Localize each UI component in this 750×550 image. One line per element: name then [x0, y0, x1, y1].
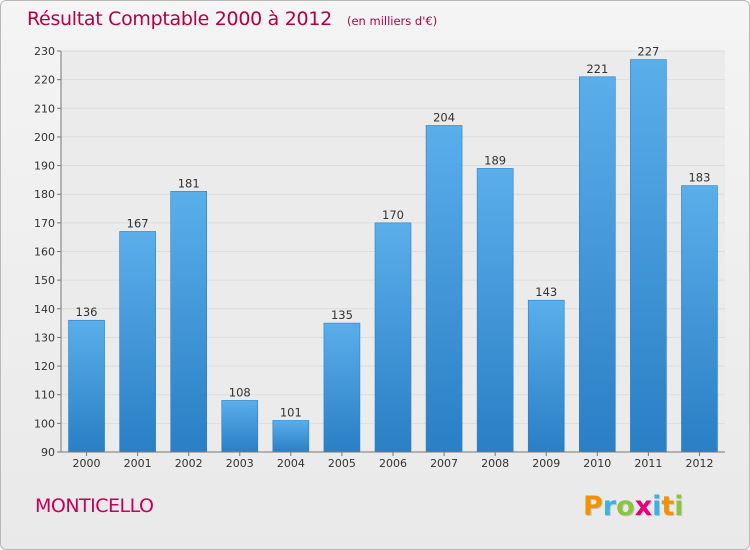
y-tick-label: 100 — [34, 417, 55, 430]
y-tick-label: 160 — [34, 246, 55, 259]
bar-value-label: 167 — [127, 216, 149, 230]
bar-value-label: 181 — [178, 176, 200, 190]
bar — [630, 59, 667, 453]
y-tick-label: 170 — [34, 217, 55, 230]
logo-letter: t — [661, 491, 675, 522]
label-layer: 136 167 181 108 101 135 170 204 189 143 221 227 183 — [76, 45, 711, 420]
y-tick-label: 230 — [34, 45, 55, 58]
bar-value-label: 136 — [76, 305, 98, 319]
bar — [323, 322, 361, 453]
bar — [221, 400, 259, 453]
bar-value-label: 135 — [331, 308, 353, 322]
place-name: MONTICELLO — [35, 495, 154, 517]
x-tick-label: 2001 — [124, 457, 152, 470]
bar — [119, 231, 156, 453]
y-tick-label: 190 — [34, 160, 55, 173]
bar-value-label: 143 — [535, 285, 557, 299]
x-tick-label: 2002 — [175, 457, 203, 470]
x-tick-label: 2009 — [532, 457, 560, 470]
x-tick-label: 2012 — [685, 457, 713, 470]
bar — [68, 319, 105, 453]
bar-value-label: 170 — [382, 208, 404, 222]
bar — [272, 420, 310, 453]
y-tick-label: 200 — [34, 131, 55, 144]
y-tick-label: 210 — [34, 102, 55, 115]
bar — [170, 191, 207, 453]
logo-letter: i — [652, 491, 662, 522]
x-tick-label: 2010 — [583, 457, 611, 470]
bar-value-label: 101 — [280, 405, 302, 419]
bar — [425, 125, 463, 453]
y-tick-label: 140 — [34, 303, 55, 316]
x-tick-label: 2003 — [226, 457, 254, 470]
bar — [579, 76, 616, 453]
y-tick-label: 110 — [34, 389, 55, 402]
x-tick-label: 2005 — [328, 457, 356, 470]
chart-unit: (en milliers d'€) — [346, 14, 438, 28]
logo-letter: P — [583, 491, 603, 522]
bar-value-label: 189 — [484, 153, 506, 167]
y-tick-label: 220 — [34, 74, 55, 87]
bar — [681, 185, 718, 453]
bar — [476, 168, 514, 453]
title-line: Résultat Comptable 2000 à 2012 (en milli… — [27, 8, 437, 30]
proxiti-logo: Proxiti — [583, 491, 684, 522]
x-tick-label: 2008 — [481, 457, 509, 470]
logo-letter: x — [634, 491, 653, 522]
bar-layer — [68, 59, 718, 453]
bar-value-label: 108 — [229, 385, 251, 399]
chart-title: Résultat Comptable 2000 à 2012 — [27, 8, 332, 30]
bar-value-label: 221 — [586, 62, 608, 76]
y-tick-label: 120 — [34, 360, 55, 373]
y-tick-label: 90 — [41, 446, 55, 459]
bar-value-label: 227 — [637, 45, 659, 59]
x-tick-label: 2006 — [379, 457, 407, 470]
logo-letter: o — [616, 491, 635, 522]
x-tick-label: 2000 — [73, 457, 101, 470]
axis-layer: 90 100 110 120 130 140 150 160 170 180 190 200 210 22… — [34, 45, 725, 470]
x-tick-label: 2004 — [277, 457, 305, 470]
bar — [374, 222, 412, 453]
bar-value-label: 204 — [433, 110, 455, 124]
bar — [527, 299, 565, 453]
logo-letter: i — [674, 491, 684, 522]
y-tick-label: 130 — [34, 331, 55, 344]
y-tick-label: 180 — [34, 188, 55, 201]
y-tick-label: 150 — [34, 274, 55, 287]
x-tick-label: 2011 — [634, 457, 662, 470]
logo-letter: r — [602, 491, 617, 522]
x-tick-label: 2007 — [430, 457, 458, 470]
bar-value-label: 183 — [688, 171, 710, 185]
